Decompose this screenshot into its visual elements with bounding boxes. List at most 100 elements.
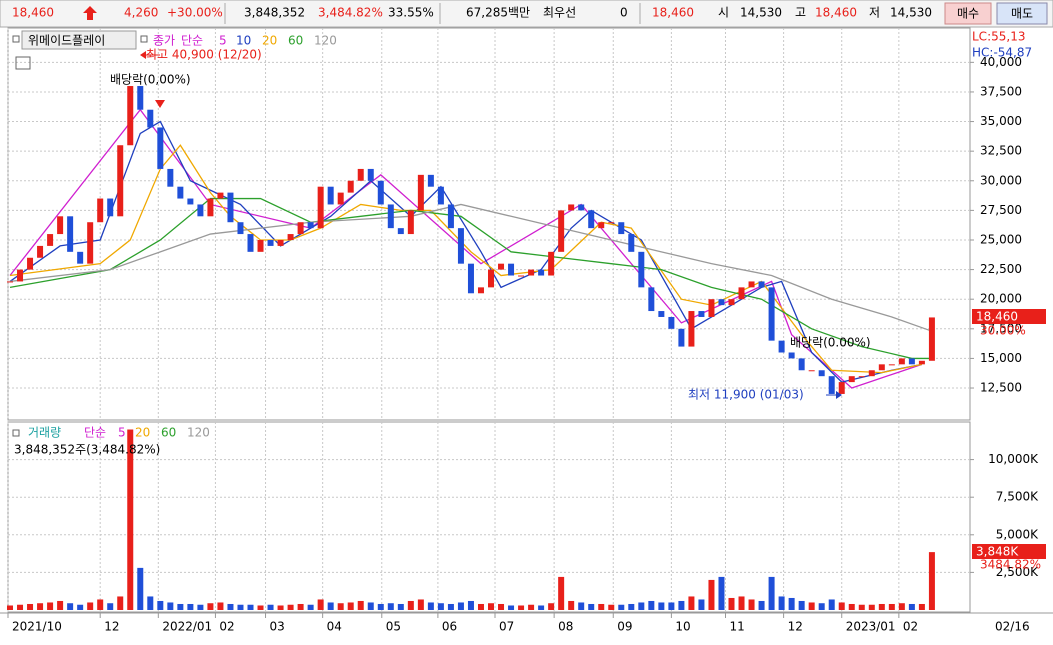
y-tick-label: 5,000K xyxy=(996,527,1039,541)
volume-bar xyxy=(698,599,705,610)
y-tick-label: 40,000 xyxy=(980,55,1022,69)
volume-legend-kind: 단순 xyxy=(84,426,106,440)
y-tick-label: 2,500K xyxy=(996,565,1039,579)
candle xyxy=(648,287,655,312)
stock-name[interactable]: 위메이드플레이 xyxy=(28,34,105,48)
candle xyxy=(568,204,575,211)
volume-bar xyxy=(638,602,645,610)
volume-bar xyxy=(457,602,464,610)
best-price: 18,460 xyxy=(652,6,694,20)
up-arrow xyxy=(83,6,97,20)
volume-bar xyxy=(467,600,474,610)
volume-bar xyxy=(337,603,344,610)
candle xyxy=(538,269,545,276)
volume-bar xyxy=(217,602,224,610)
volume-bar xyxy=(918,603,925,610)
volume-bar xyxy=(27,603,34,610)
y-tick-label: 35,000 xyxy=(980,114,1022,128)
buy-label[interactable]: 매수 xyxy=(957,7,979,21)
volume-bar xyxy=(227,603,234,610)
candle xyxy=(878,364,885,371)
volume-bar xyxy=(598,603,605,610)
candle xyxy=(137,86,144,110)
volume-bar xyxy=(57,600,64,610)
volume: 3,848,352 xyxy=(244,6,305,20)
low-label: 저 xyxy=(869,6,880,20)
candle xyxy=(107,198,114,217)
volume-bar xyxy=(608,604,615,610)
volume-bar xyxy=(187,603,194,610)
candle xyxy=(588,210,595,229)
candle xyxy=(387,204,394,229)
volume-bar xyxy=(578,602,585,610)
candle xyxy=(498,263,505,270)
volume-bar xyxy=(367,602,374,610)
stock-name-box[interactable] xyxy=(21,30,137,50)
open: 14,530 xyxy=(740,6,782,20)
volume-bar xyxy=(768,576,775,610)
candle xyxy=(187,198,194,205)
volume-bar xyxy=(798,600,805,610)
candle xyxy=(618,222,625,235)
candle xyxy=(347,180,354,193)
volume-bar xyxy=(708,579,715,610)
volume-bar xyxy=(307,604,314,610)
candle xyxy=(608,222,615,224)
sell-button[interactable] xyxy=(996,2,1048,25)
volume-bar xyxy=(888,603,895,610)
candle xyxy=(467,263,474,294)
candle xyxy=(488,269,495,288)
volume-bar xyxy=(848,603,855,610)
candle xyxy=(908,358,915,365)
candle xyxy=(738,287,745,300)
dividend-annotation: 배당락(0,00%) xyxy=(110,73,191,87)
sell-label[interactable]: 매도 xyxy=(1011,7,1033,21)
volume-bar xyxy=(417,599,424,610)
candle xyxy=(407,210,414,235)
candle xyxy=(658,311,665,317)
candle xyxy=(558,210,565,252)
volume-bar xyxy=(908,603,915,610)
candle xyxy=(297,222,304,235)
open-label: 시 xyxy=(718,6,729,20)
x-tick-label: 2021/10 xyxy=(12,620,62,634)
volume-bar xyxy=(317,599,324,610)
volume-bar xyxy=(668,602,675,610)
candle xyxy=(477,287,484,294)
volume-panel xyxy=(7,421,971,613)
buy-button[interactable] xyxy=(944,2,992,25)
legend-entry: 120 xyxy=(187,426,210,440)
candle xyxy=(528,269,535,276)
lc-label: LC:55,13 xyxy=(972,30,1025,44)
candle xyxy=(427,174,434,187)
volume-bar xyxy=(838,602,845,610)
last-date: 02/16 xyxy=(995,620,1030,634)
high: 18,460 xyxy=(815,6,857,20)
candle xyxy=(758,281,765,288)
y-tick-label: 10,000K xyxy=(988,452,1039,466)
candle xyxy=(728,299,735,306)
candle xyxy=(447,204,454,229)
candle xyxy=(638,251,645,288)
candle xyxy=(317,186,324,229)
legend-entry: 120 xyxy=(314,34,337,48)
table-icon[interactable] xyxy=(15,56,31,70)
volume-bar xyxy=(758,600,765,610)
volume-bar xyxy=(778,596,785,610)
volume-bar xyxy=(377,603,384,610)
volume-subtitle: 3,848,352주(3,484.82%) xyxy=(14,443,160,457)
y-tick-label: 37,500 xyxy=(980,84,1022,98)
candle xyxy=(87,222,94,264)
volume-bar xyxy=(157,600,164,610)
volume-pct: 3,484.82% xyxy=(318,6,383,20)
candle xyxy=(437,186,444,205)
x-tick-label: 07 xyxy=(499,620,514,634)
legend-entry: 5 xyxy=(118,426,126,440)
volume-bar xyxy=(928,552,935,610)
price-tag xyxy=(972,309,1046,324)
volume-bar xyxy=(808,602,815,610)
x-tick-label: 08 xyxy=(558,620,573,634)
volume-bar xyxy=(327,602,334,610)
candle xyxy=(518,275,525,277)
moving-average xyxy=(9,144,923,374)
